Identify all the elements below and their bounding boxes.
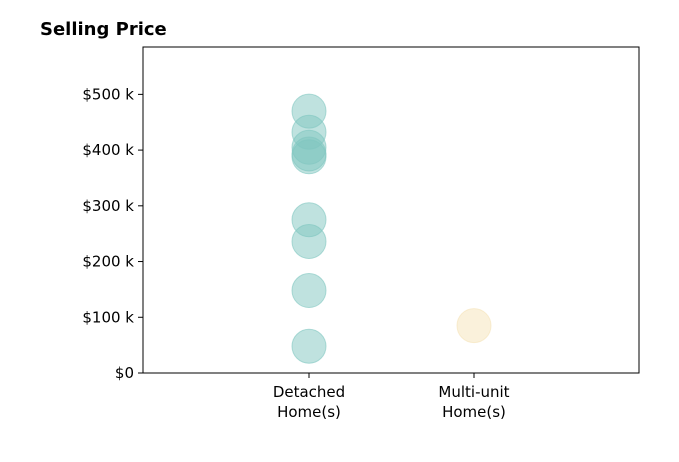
y-tick-label: $400 k (82, 141, 134, 159)
x-tick-label: Home(s) (442, 403, 506, 421)
y-axis: $0 $100 k $200 k $300 k $400 k $500 k (82, 85, 143, 382)
y-tick-label: $0 (115, 364, 134, 382)
data-point (291, 328, 327, 364)
y-tick-label: $200 k (82, 253, 134, 271)
data-point (291, 139, 327, 175)
y-tick-label: $300 k (82, 197, 134, 215)
y-tick-label: $500 k (82, 85, 134, 103)
data-point (291, 273, 327, 309)
data-points (291, 93, 492, 364)
x-axis: Detached Home(s) Multi-unit Home(s) (273, 373, 510, 421)
plot-area-frame (142, 46, 640, 374)
data-point (456, 308, 492, 344)
x-tick-label: Multi-unit (438, 383, 509, 401)
chart-title: Selling Price (40, 19, 167, 40)
y-tick-label: $100 k (82, 308, 134, 326)
x-tick-label: Detached (273, 383, 345, 401)
data-point (291, 223, 327, 259)
x-tick-label: Home(s) (277, 403, 341, 421)
